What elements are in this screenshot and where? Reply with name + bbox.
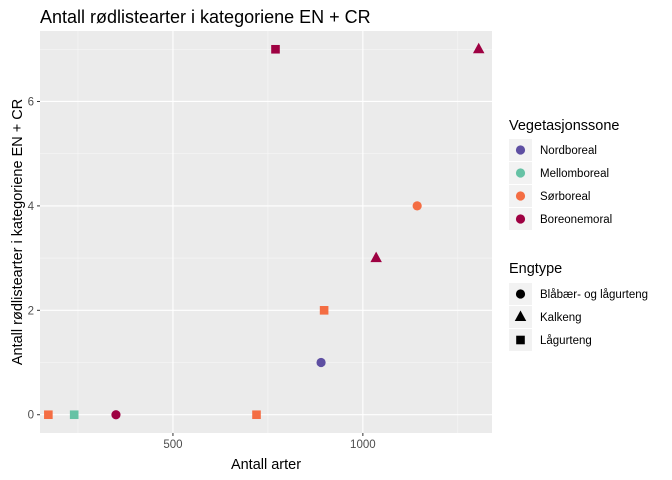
legend-color-label: Boreonemoral [540,214,612,226]
data-point [412,201,422,211]
legend-shape-label: Blåbær- og lågurteng [540,289,648,301]
x-axis-label: Antall arter [231,457,301,473]
x-axis-ticks: 500 1000 [163,433,376,451]
legend-color-label: Mellomboreal [540,168,609,180]
y-tick-label: 0 [28,410,34,422]
legend-color-key [515,191,526,201]
data-point [69,410,79,420]
legend-color-key [515,168,526,178]
legend-color-title: Vegetasjonssone [509,118,619,134]
legend-color-label: Sørboreal [540,191,591,203]
chart-title: Antall rødlistearter i kategoriene EN + … [40,7,371,27]
legend-engtype: Engtype Blåbær- og lågurteng Kalkeng Lågur… [509,261,648,351]
data-point [319,306,329,315]
legend-color-label: Nordboreal [540,145,597,157]
legend-shape-title: Engtype [509,261,562,277]
x-tick-label: 1000 [350,439,376,451]
grid-minor [40,31,492,433]
data-point [271,44,280,54]
y-axis-label: Antall rødlistearter i kategoriene EN + … [10,99,26,365]
y-tick-label: 2 [28,305,34,317]
legend-color-key [515,145,526,155]
data-point [252,410,261,420]
legend-vegetasjonssone: Vegetasjonssone Nordboreal Mellomboreal Sø… [509,118,619,230]
data-points [44,42,485,420]
legend-shape-key [514,310,527,321]
legend-shape-label: Lågurteng [540,335,592,347]
plot-panel [40,31,492,433]
legend-shape-key [516,335,525,345]
data-point [44,410,53,420]
legend-color-key [515,214,526,224]
legend-shape-key [515,289,526,299]
data-point [111,410,121,420]
data-point [370,251,382,263]
y-tick-label: 4 [28,201,35,213]
y-axis-ticks: 0 2 4 6 [28,96,40,422]
data-point [316,357,326,368]
x-tick-label: 500 [163,439,182,451]
legend-shape-label: Kalkeng [540,312,582,324]
y-tick-label: 6 [28,96,34,108]
data-point [472,42,485,54]
